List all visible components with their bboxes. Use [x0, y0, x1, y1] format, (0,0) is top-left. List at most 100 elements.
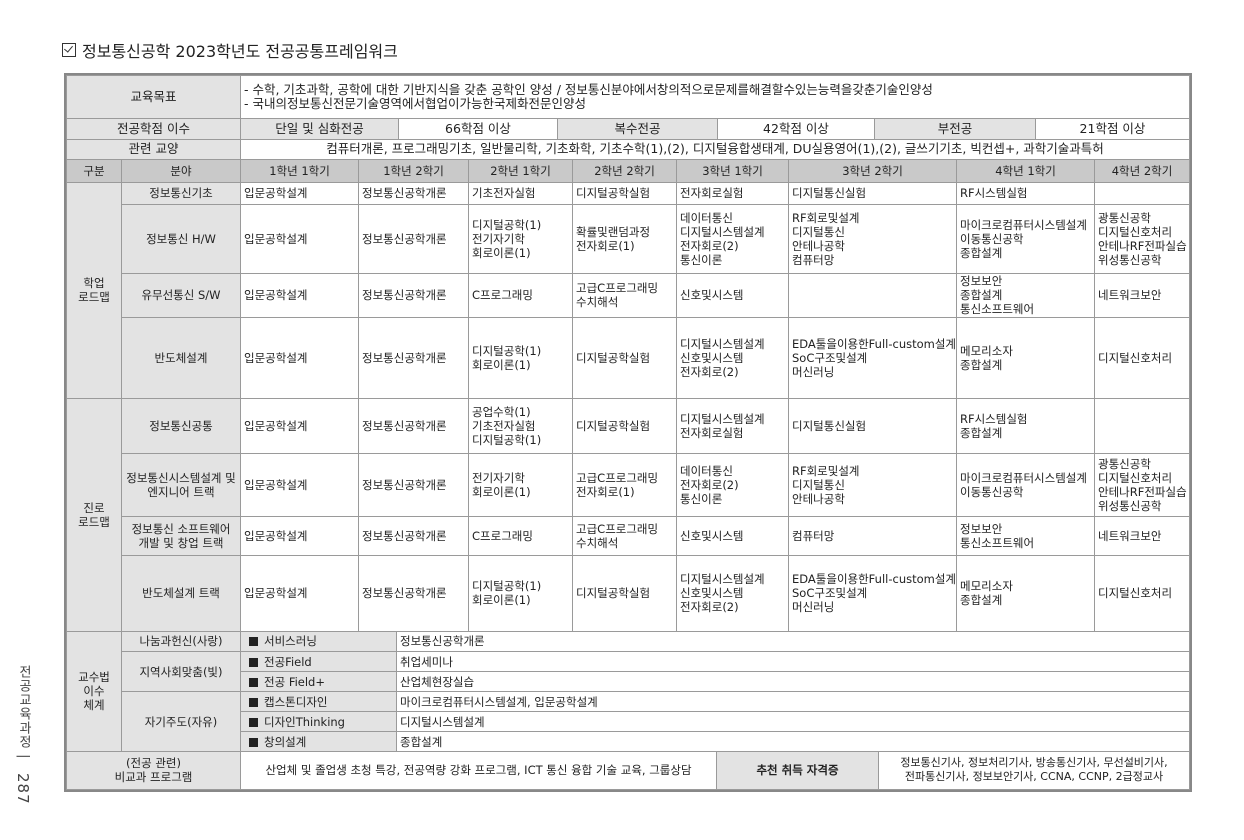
liberal-label: 관련 교양 [66, 139, 241, 160]
course-name: 이동통신공학 [960, 231, 1024, 246]
course-cell: 고급C프로그래밍 수치해석 [572, 516, 677, 556]
course-name: 광통신공학 [1098, 456, 1151, 471]
course-name: 디지털통신실험 [792, 418, 867, 433]
course-name: SoC구조및설계 [792, 350, 868, 365]
extra-value: 산업체 및 졸업생 초청 특강, 전공역량 강화 프로그램, ICT 통신 융합… [240, 752, 717, 790]
separator: | [16, 754, 31, 765]
course-name: EDA툴을이용한Full-custom설계 [792, 572, 957, 586]
course-cell: 디지털시스템설계 신호및시스템 전자회로(2) [676, 317, 789, 399]
column-header: 1학년 1학기 [240, 160, 359, 183]
course-name: 신호및시스템 [680, 586, 744, 600]
pedagogy-courses: 취업세미나 [396, 651, 1190, 672]
course-name: 데이터통신 [680, 210, 733, 225]
course-cell: 입문공학설계 [240, 453, 359, 517]
course-cell: 디지털공학(1) 전기자기학 회로이론(1) [468, 204, 573, 274]
course-cell: 디지털공학(1) 회로이론(1) [468, 555, 573, 632]
course-name: 회로이론(1) [472, 484, 531, 499]
course-name: 입문공학설계 [244, 418, 308, 433]
course-name: 메모리소자 [960, 579, 1013, 593]
course-cell: 디지털공학실험 [572, 398, 677, 454]
page-footer-side: 전공교육과정 | 287 [14, 665, 33, 804]
course-name: 컴퓨터망 [792, 528, 835, 543]
field-name: 정보통신 H/W [121, 204, 241, 274]
pedagogy-courses: 정보통신공학개론 [396, 631, 1190, 652]
field-name: 반도체설계 [121, 317, 241, 399]
course-name: 정보통신공학개론 [362, 586, 447, 600]
bullet-square-icon [249, 717, 258, 727]
course-cell: C프로그래밍 [468, 273, 573, 318]
course-name: 디지털공학실험 [576, 418, 651, 433]
course-name: 디지털시스템설계 [680, 336, 765, 351]
course-cell: 입문공학설계 [240, 516, 359, 556]
course-cell: 마이크로컴퓨터시스템설계 이동통신공학 종합설계 [956, 204, 1095, 274]
course-name: 디지털신호처리 [1098, 586, 1173, 600]
course-name: 고급C프로그래밍 [576, 521, 659, 536]
pedagogy-method: 전공 Field+ [240, 671, 397, 692]
course-cell: RF시스템실험 종합설계 [956, 398, 1095, 454]
course-name: 통신이론 [680, 252, 723, 267]
course-name: 데이터통신 [680, 463, 733, 478]
roadmap-table: 구분 분야 1학년 1학기 1학년 2학기 2학년 1학기 2학년 2학기 3학년 1학기 3… [66, 160, 1190, 632]
credit-value: 21학점 이상 [1035, 119, 1190, 140]
course-name: 위성통신공학 [1098, 252, 1162, 267]
bullet-square-icon [249, 737, 258, 747]
course-name: 디지털시스템설계 [680, 572, 765, 586]
course-name: 디지털통신 [792, 224, 845, 239]
course-name: 안테나공학 [792, 238, 845, 253]
pedagogy-method: 캡스톤디자인 [240, 691, 397, 712]
table-row: 반도체설계 입문공학설계 정보통신공학개론 디지털공학(1) 회로이론(1) 디지털공학실… [67, 317, 1190, 399]
pedagogy-courses: 종합설계 [396, 731, 1190, 752]
column-header: 4학년 2학기 [1094, 160, 1190, 183]
course-cell: 마이크로컴퓨터시스템설계 이동통신공학 [956, 453, 1095, 517]
table-row: 정보통신시스템설계 및 엔지니어 트랙 입문공학설계 정보통신공학개론 전기자기학 회로… [67, 453, 1190, 517]
course-name: 종합설계 [960, 425, 1003, 440]
course-name: 디지털공학(1) [472, 579, 542, 593]
course-name: 정보보안 [960, 521, 1003, 536]
course-cell: EDA툴을이용한Full-custom설계 SoC구조및설계 머신러닝 [788, 555, 957, 632]
course-cell: 디지털공학(1) 회로이론(1) [468, 317, 573, 399]
course-cell: 데이터통신 전자회로(2) 통신이론 [676, 453, 789, 517]
course-name: 디지털통신 [792, 477, 845, 492]
course-name: 마이크로컴퓨터시스템설계 [960, 217, 1087, 232]
course-cell: 고급C프로그래밍 수치해석 [572, 273, 677, 318]
field-name: 정보통신 소프트웨어 개발 및 창업 트랙 [121, 516, 241, 556]
bullet-square-icon [249, 677, 258, 687]
column-header: 1학년 2학기 [358, 160, 469, 183]
course-cell: 정보통신공학개론 [358, 516, 469, 556]
course-name: 회로이론(1) [472, 245, 531, 260]
course-name: RF회로및설계 [792, 210, 860, 225]
course-cell: 디지털시스템설계 전자회로실험 [676, 398, 789, 454]
course-name: 디지털공학(1) [472, 343, 542, 358]
pedagogy-category: 나눔과헌신(사랑) [121, 631, 241, 652]
course-name: 정보통신공학개론 [362, 477, 447, 492]
course-name: 전자회로(2) [680, 364, 739, 379]
course-name: 마이크로컴퓨터시스템설계 [960, 470, 1087, 485]
course-name: 디지털신호처리 [1098, 470, 1173, 485]
page-title: 정보통신공학 2023학년도 전공공통프레임워크 [62, 38, 398, 62]
course-cell: 네트워크보안 [1094, 273, 1190, 318]
course-cell: 정보통신공학개론 [358, 204, 469, 274]
liberal-table: 관련 교양 컴퓨터개론, 프로그래밍기초, 일반물리학, 기초화학, 기초수학(… [66, 139, 1190, 160]
course-name: 신호및시스템 [680, 288, 744, 302]
course-cell: 디지털신호처리 [1094, 555, 1190, 632]
course-name: 입문공학설계 [244, 586, 308, 600]
course-name: C프로그래밍 [472, 288, 533, 302]
course-name: 디지털신호처리 [1098, 224, 1173, 239]
course-name: 메모리소자 [960, 343, 1013, 358]
course-name: 입문공학설계 [244, 528, 308, 543]
course-cell: 광통신공학 디지털신호처리 안테나RF전파실습 위성통신공학 [1094, 453, 1190, 517]
course-name: 전기자기학 [472, 231, 525, 246]
course-name: 전자회로(1) [576, 484, 635, 499]
course-name: 네트워크보안 [1098, 288, 1162, 302]
pedagogy-courses: 마이크로컴퓨터시스템설계, 입문공학설계 [396, 691, 1190, 712]
course-cell: 정보통신공학개론 [358, 273, 469, 318]
course-name: 회로이론(1) [472, 357, 531, 372]
course-name: 수치해석 [576, 295, 619, 309]
course-name: 종합설계 [960, 593, 1003, 607]
course-cell: 기초전자실험 [468, 182, 573, 205]
roadmap-header-row: 구분 분야 1학년 1학기 1학년 2학기 2학년 1학기 2학년 2학기 3학년 1학기 3… [66, 160, 1190, 183]
bullet-square-icon [249, 657, 258, 667]
course-name: 기초전자실험 [472, 418, 536, 433]
goal-table: 교육목표 - 수학, 기초과학, 공학에 대한 기반지식을 갖춘 공학인 양성 … [66, 75, 1190, 119]
course-name: 전자회로실험 [680, 186, 744, 200]
